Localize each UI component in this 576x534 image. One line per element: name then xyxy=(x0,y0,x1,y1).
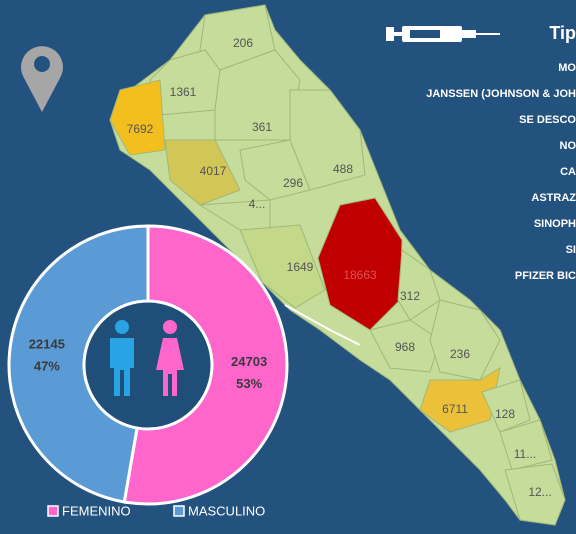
vaccine-label: JANSSEN (JOHNSON & JOH xyxy=(426,88,576,100)
vaccine-label: SE DESCO xyxy=(519,114,576,126)
region-label: 296 xyxy=(283,176,303,190)
region xyxy=(397,249,441,321)
region-label: 236 xyxy=(450,347,470,361)
region xyxy=(481,379,531,433)
legend-label: FEMENINO xyxy=(62,503,131,518)
vaccine-label: SINOPH xyxy=(534,218,576,230)
region-label: 11... xyxy=(514,447,536,461)
region-label: 206 xyxy=(233,36,253,50)
region xyxy=(317,197,403,331)
region xyxy=(419,366,501,433)
woman-head xyxy=(163,320,177,334)
location-pin xyxy=(21,46,63,112)
region-label: 488 xyxy=(333,162,353,176)
share-label: 53% xyxy=(236,376,262,391)
share-label: 47% xyxy=(34,359,60,374)
region-label: 361 xyxy=(252,120,272,134)
legend-label: MASCULINO xyxy=(188,503,265,518)
vaccine-label: SI xyxy=(566,244,576,256)
coast-line xyxy=(284,304,361,346)
region-label: 1361 xyxy=(170,85,197,99)
man-body xyxy=(110,338,134,396)
vaccine-label: MO xyxy=(558,62,576,74)
vaccine-label: PFIZER BIC xyxy=(515,270,576,282)
region xyxy=(239,139,311,201)
region xyxy=(504,463,566,526)
region xyxy=(109,79,166,156)
syringe-icon xyxy=(386,26,500,42)
woman-body xyxy=(156,338,184,396)
region xyxy=(239,224,326,309)
value-label: 22145 xyxy=(29,337,65,352)
region-label: 1649 xyxy=(287,260,314,274)
man-head xyxy=(115,320,129,334)
donut-slice xyxy=(122,224,289,506)
donut-slice xyxy=(7,224,150,504)
vaccine-panel: Tip MO JANSSEN (JOHNSON & JOH SE DESCO NO CA… xyxy=(426,23,576,282)
panel-title: Tip xyxy=(549,23,576,43)
donut-center xyxy=(86,303,210,427)
region-label: 128 xyxy=(495,407,515,421)
legend-swatch xyxy=(173,505,185,517)
region-label: 12... xyxy=(528,485,551,499)
region xyxy=(289,89,366,191)
region xyxy=(164,139,241,206)
region xyxy=(499,419,553,471)
value-label: 24703 xyxy=(231,354,267,369)
region-label: 4017 xyxy=(200,164,227,178)
region-label: 18663 xyxy=(343,268,377,282)
region-label: 968 xyxy=(395,340,415,354)
donut-chart: 24703 53% FEMENINO 22145 47% MASCULINO xyxy=(7,224,289,518)
region-label: 7692 xyxy=(127,122,154,136)
map: 206 1361 7692 361 4017 296 488 4... 1649 18663 312… xyxy=(109,4,566,526)
legend-swatch xyxy=(47,505,59,517)
region-label: 312 xyxy=(400,289,420,303)
vaccine-label: ASTRAZ xyxy=(531,192,576,204)
vaccine-label: CA xyxy=(560,166,576,178)
region-label: 4... xyxy=(249,197,266,211)
vaccine-label: NO xyxy=(560,140,576,152)
region-label: 6711 xyxy=(442,402,468,416)
